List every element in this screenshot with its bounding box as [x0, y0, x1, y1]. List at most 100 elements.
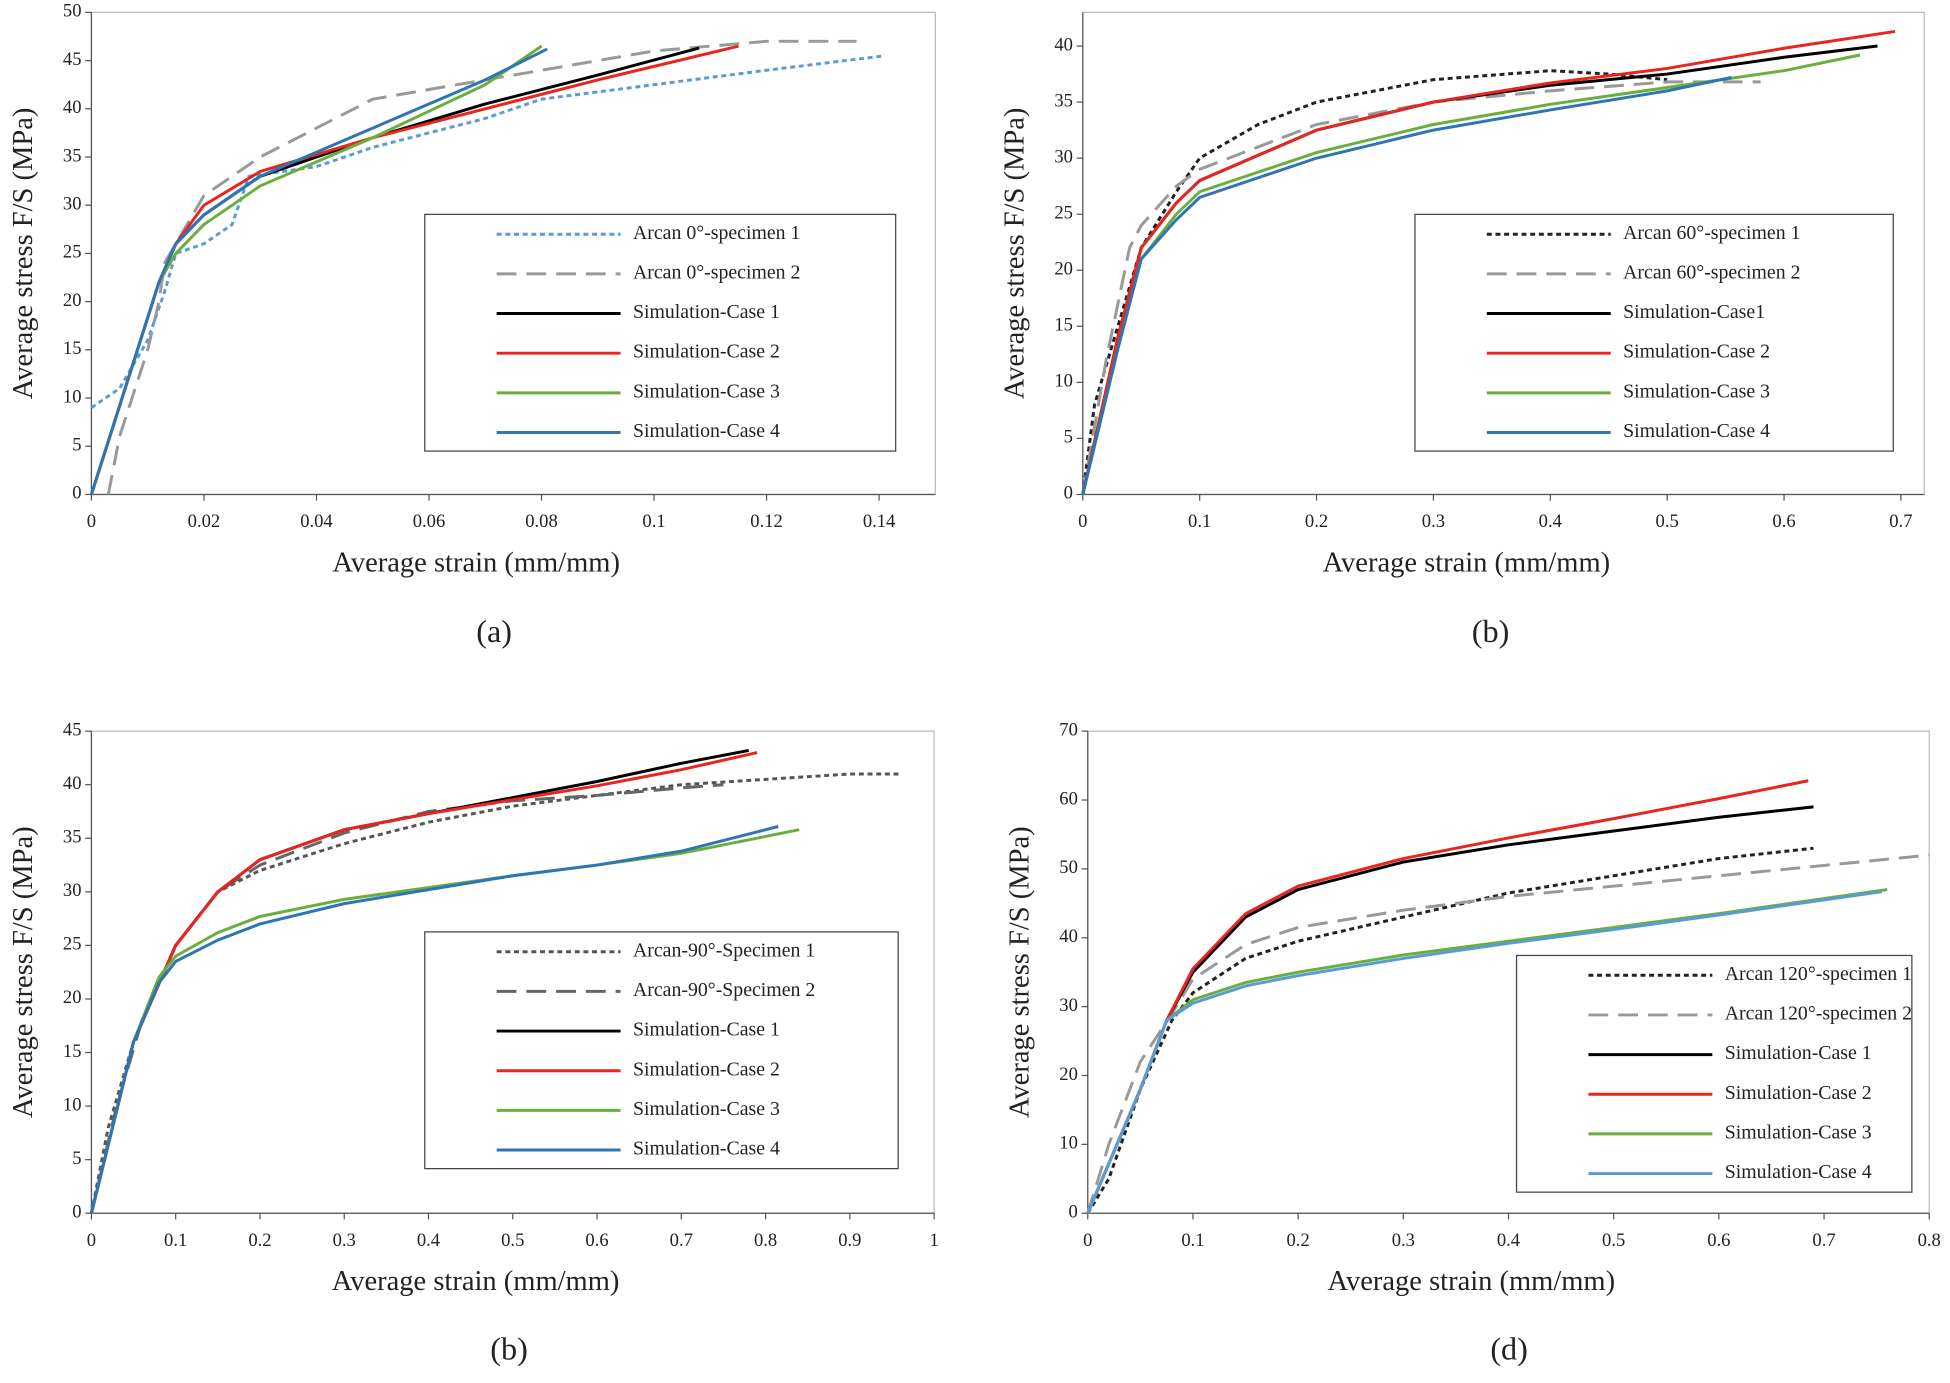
legend-label: Simulation-Case 3 [1725, 1121, 1872, 1143]
legend [1414, 213, 1894, 452]
y-tick-label: 30 [1054, 146, 1073, 167]
y-axis-label: Average stress F/S (MPa) [8, 826, 39, 1118]
x-tick-label: 0.2 [248, 1230, 271, 1251]
y-tick-label: 5 [72, 1148, 81, 1169]
legend-label: Simulation-Case 1 [633, 301, 780, 323]
series-line [1086, 853, 1930, 1214]
x-tick-label: 0.3 [1392, 1230, 1415, 1251]
caption: (a) [476, 613, 512, 649]
y-tick-label: 50 [1059, 857, 1078, 878]
y-tick-label: 35 [63, 827, 82, 848]
y-tick-label: 20 [63, 987, 82, 1008]
y-axis-label: Average stress F/S (MPa) [8, 108, 39, 400]
x-tick-label: 0.04 [300, 511, 333, 532]
x-tick-label: 0.12 [750, 511, 783, 532]
y-tick-label: 35 [1054, 90, 1073, 111]
legend-label: Simulation-Case 4 [633, 1138, 780, 1160]
y-tick-label: 25 [63, 934, 82, 955]
x-tick-label: 0.2 [1305, 511, 1328, 532]
y-tick-label: 35 [63, 145, 82, 166]
legend-label: Arcan 60°-specimen 1 [1623, 222, 1800, 244]
x-tick-label: 0.1 [642, 511, 665, 532]
y-tick-label: 0 [72, 1201, 81, 1222]
legend-label: Arcan 120°-specimen 2 [1725, 1002, 1912, 1024]
legend-label: Arcan-90°-Specimen 2 [633, 979, 815, 1001]
caption: (d) [1490, 1330, 1528, 1366]
y-tick-label: 0 [72, 483, 81, 504]
x-tick-label: 0 [1083, 1230, 1092, 1251]
x-tick-label: 0.5 [501, 1230, 524, 1251]
y-tick-label: 20 [1059, 1064, 1078, 1085]
series-line [1081, 69, 1668, 495]
y-tick-label: 30 [63, 880, 82, 901]
x-axis-label: Average strain (mm/mm) [1323, 547, 1611, 578]
y-tick-label: 20 [63, 290, 82, 311]
y-tick-label: 40 [1054, 34, 1073, 55]
legend-label: Simulation-Case 4 [1623, 420, 1770, 442]
x-tick-label: 0.1 [1181, 1230, 1204, 1251]
x-tick-label: 0.5 [1656, 511, 1679, 532]
x-tick-label: 0.6 [1772, 511, 1795, 532]
x-tick-label: 0.02 [188, 511, 221, 532]
y-tick-label: 20 [1054, 259, 1073, 280]
y-tick-label: 0 [1064, 483, 1073, 504]
x-tick-label: 0.5 [1602, 1230, 1625, 1251]
legend-label: Arcan 0°-specimen 2 [633, 261, 800, 283]
legend [424, 213, 897, 452]
legend-label: Simulation-Case 1 [633, 1019, 780, 1041]
x-axis-label: Average strain (mm/mm) [332, 1266, 620, 1297]
series-line [1086, 890, 1883, 1214]
series-line [90, 54, 885, 409]
x-tick-label: 0 [87, 1230, 96, 1251]
legend-label: Simulation-Case 3 [633, 380, 780, 402]
series-line [89, 47, 548, 495]
x-tick-label: 0.4 [1539, 511, 1562, 532]
y-tick-label: 25 [63, 242, 82, 263]
x-tick-label: 0.8 [1918, 1230, 1941, 1251]
legend-label: Simulation-Case 2 [633, 1058, 780, 1080]
legend [424, 931, 899, 1170]
y-tick-label: 15 [63, 338, 82, 359]
legend-label: Simulation-Case 2 [1623, 341, 1770, 363]
legend-label: Simulation-Case 1 [1725, 1042, 1872, 1064]
x-tick-label: 0.06 [413, 511, 446, 532]
y-tick-label: 30 [63, 193, 82, 214]
x-tick-label: 0.4 [417, 1230, 440, 1251]
series-line [1081, 80, 1761, 495]
x-tick-label: 0.9 [838, 1230, 861, 1251]
legend-label: Arcan 120°-specimen 1 [1725, 963, 1912, 985]
y-tick-label: 50 [63, 1, 82, 22]
y-axis-label: Average stress F/S (MPa) [1004, 826, 1035, 1118]
y-tick-label: 10 [1054, 371, 1073, 392]
y-tick-label: 5 [1064, 427, 1073, 448]
y-tick-label: 40 [63, 97, 82, 118]
legend-label: Simulation-Case 4 [1725, 1161, 1872, 1183]
x-axis-label: Average strain (mm/mm) [1328, 1266, 1616, 1297]
y-tick-label: 0 [1069, 1201, 1078, 1222]
x-tick-label: 0.8 [754, 1230, 777, 1251]
y-tick-label: 10 [63, 386, 82, 407]
y-tick-label: 5 [72, 435, 81, 456]
series-line [106, 39, 857, 495]
series-line [89, 825, 779, 1214]
legend-label: Simulation-Case 2 [633, 341, 780, 363]
y-tick-label: 45 [63, 49, 82, 70]
x-tick-label: 0.08 [525, 511, 558, 532]
x-tick-label: 0.2 [1287, 1230, 1310, 1251]
x-tick-label: 0 [87, 511, 96, 532]
legend-label: Simulation-Case 2 [1725, 1082, 1872, 1104]
x-tick-label: 0.7 [1889, 511, 1912, 532]
x-tick-label: 0.14 [863, 511, 896, 532]
x-tick-label: 0.3 [333, 1230, 356, 1251]
caption: (b) [1472, 613, 1510, 649]
legend-label: Arcan-90°-Specimen 1 [633, 939, 815, 961]
y-tick-label: 25 [1054, 202, 1073, 223]
y-tick-label: 70 [1059, 719, 1078, 740]
legend [1515, 954, 1913, 1193]
x-tick-label: 0.1 [164, 1230, 187, 1251]
caption: (b) [490, 1330, 528, 1366]
y-tick-label: 30 [1059, 995, 1078, 1016]
y-tick-label: 10 [1059, 1133, 1078, 1154]
x-tick-label: 0.7 [1812, 1230, 1835, 1251]
